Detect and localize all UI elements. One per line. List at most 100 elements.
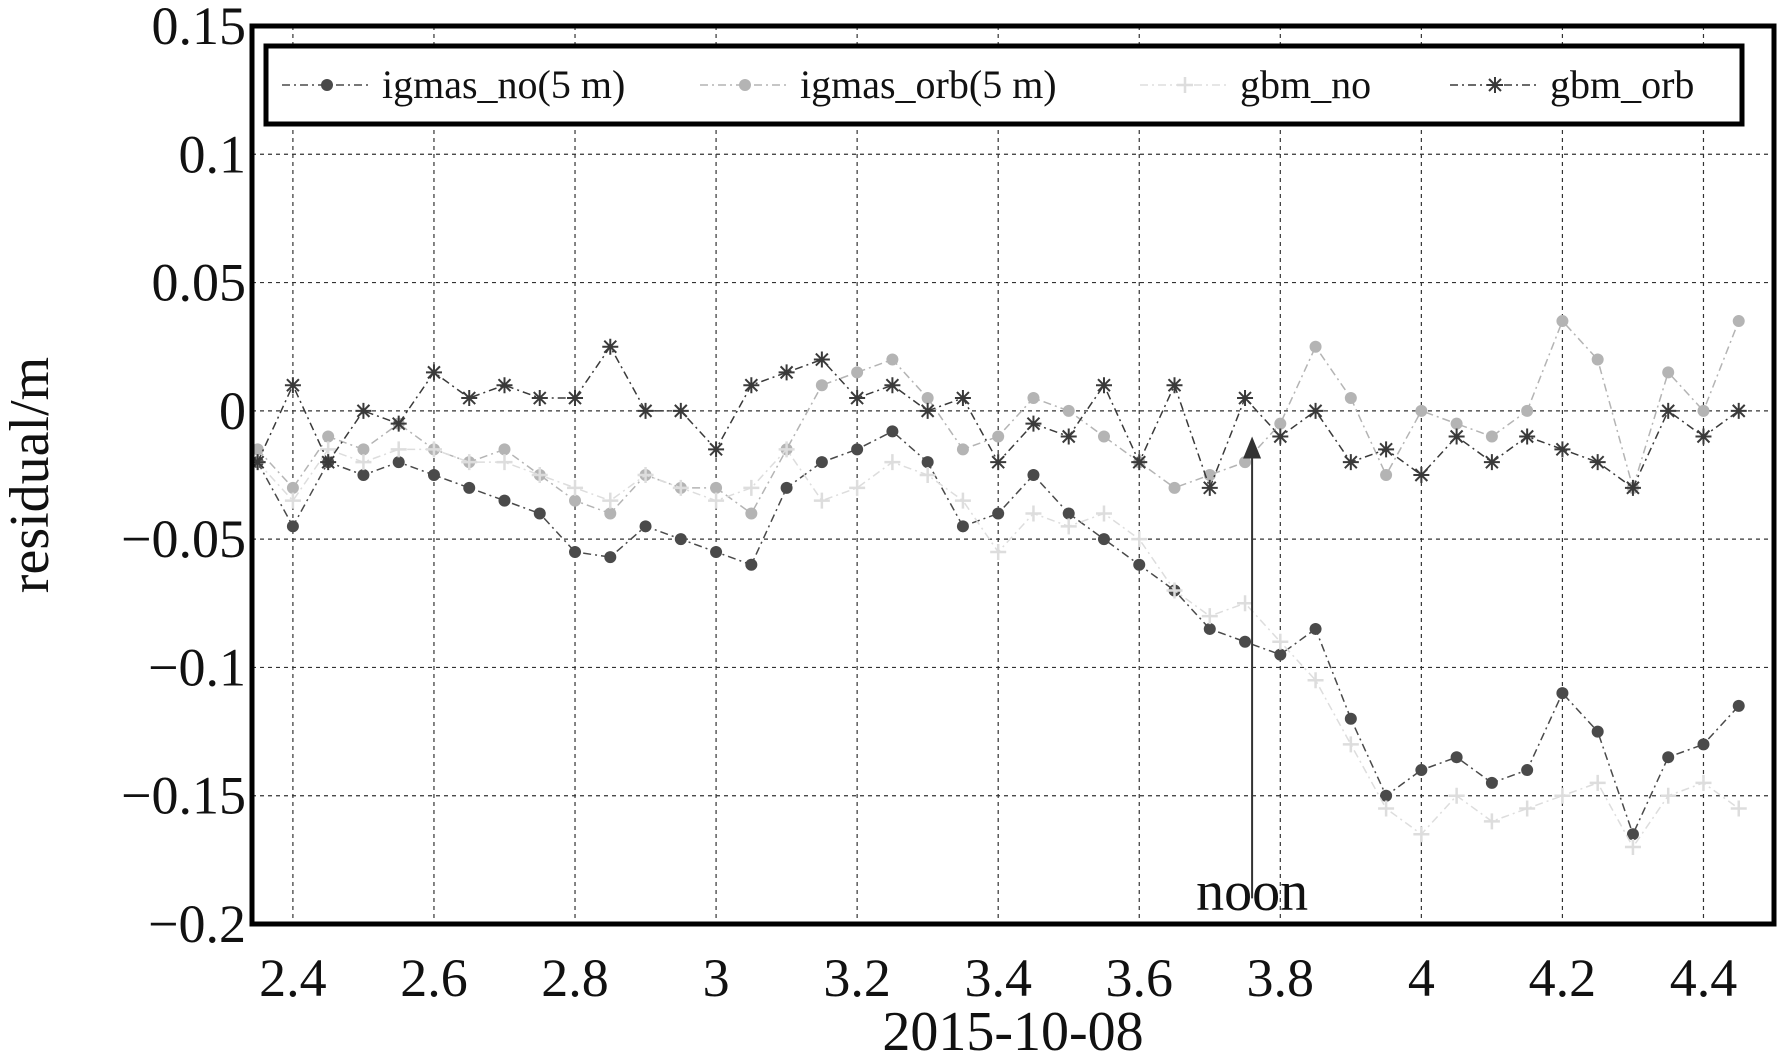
data-point (1309, 622, 1322, 635)
data-point (1060, 428, 1077, 445)
data-point (498, 494, 511, 507)
data-point (1201, 608, 1218, 625)
tick-labels: 2.4 2.6 2.8 3 3.2 3.4 3.6 3.8 4 4.2 4.4 0.15 0.1 0.05… (121, 0, 1737, 1008)
data-point (567, 479, 584, 496)
data-point (1450, 751, 1463, 764)
legend-marker (321, 79, 333, 91)
data-point (780, 481, 793, 494)
data-point (1450, 417, 1463, 430)
data-point (1095, 505, 1112, 522)
data-point (639, 520, 652, 533)
data-point (461, 454, 478, 471)
data-point (602, 492, 619, 509)
legend-item: gbm_orb (1450, 62, 1694, 107)
data-point (637, 467, 654, 483)
data-point (992, 430, 1005, 443)
data-point (1095, 377, 1112, 394)
legend-label: gbm_no (1240, 62, 1371, 107)
data-point (1027, 469, 1040, 481)
data-point (1344, 712, 1357, 725)
data-point (710, 545, 723, 558)
data-point (322, 430, 335, 443)
data-point (1237, 595, 1254, 612)
y-tick-label: −0.1 (148, 637, 246, 697)
data-point (1378, 800, 1395, 817)
data-point (392, 456, 405, 469)
data-point (1556, 687, 1569, 700)
data-point (745, 558, 758, 571)
x-tick-label: 3 (703, 948, 730, 1008)
data-point (919, 402, 936, 419)
data-point (1697, 404, 1710, 417)
data-point (1415, 404, 1428, 417)
series-gbm_no (249, 441, 1747, 856)
data-point (1556, 315, 1569, 328)
data-point (1695, 428, 1712, 445)
data-point (884, 377, 901, 394)
data-point (743, 479, 760, 496)
data-point (1201, 479, 1218, 496)
data-point (1662, 366, 1675, 379)
data-point (1062, 404, 1075, 417)
x-tick-label: 2.6 (400, 948, 468, 1008)
data-point (919, 467, 936, 483)
series-gbm_orb (249, 338, 1747, 496)
data-point (1413, 467, 1430, 483)
data-point (390, 441, 407, 458)
data-point (427, 469, 440, 481)
data-point (1732, 699, 1745, 712)
data-point (813, 351, 830, 368)
y-tick-label: −0.05 (121, 509, 246, 569)
series-igmas_nom (251, 425, 1745, 841)
data-point (1380, 789, 1393, 802)
data-point (284, 377, 301, 394)
legend-marker (1487, 77, 1503, 93)
data-point (284, 492, 301, 509)
data-point (1519, 800, 1536, 817)
data-point (569, 494, 582, 507)
data-point (1485, 776, 1498, 789)
data-point (710, 481, 723, 494)
data-point (813, 492, 830, 509)
data-point (849, 479, 866, 496)
data-point (357, 443, 370, 456)
legend-label: igmas_no(5 m) (382, 62, 625, 107)
legend-item: gbm_no (1140, 62, 1371, 107)
data-point (674, 533, 687, 546)
data-point (1027, 392, 1040, 405)
data-point (249, 454, 266, 471)
data-point (990, 543, 1007, 560)
data-point (1274, 648, 1287, 661)
data-point (1203, 622, 1216, 635)
data-point (531, 467, 548, 483)
legend-label: igmas_orb(5 m) (800, 62, 1057, 107)
annotation-layer: noon (1196, 436, 1308, 923)
x-axis-label: 2015-10-08 (882, 1001, 1143, 1062)
data-point (1697, 738, 1710, 751)
data-point (602, 338, 619, 355)
data-point (745, 507, 758, 520)
data-point (637, 402, 654, 419)
data-point (1730, 402, 1747, 419)
data-point (1131, 454, 1148, 471)
x-tick-label: 3.6 (1105, 948, 1173, 1008)
data-point (251, 443, 264, 456)
data-point (815, 379, 828, 392)
data-point (990, 454, 1007, 471)
data-point (1097, 430, 1110, 443)
data-point (884, 454, 901, 471)
data-point (1131, 531, 1148, 548)
data-point (496, 377, 513, 394)
data-point (1483, 454, 1500, 471)
data-point (1203, 469, 1216, 481)
y-tick-label: −0.2 (148, 894, 246, 954)
data-point (992, 507, 1005, 520)
x-tick-label: 4 (1408, 948, 1435, 1008)
legend-label: gbm_orb (1550, 62, 1694, 107)
data-point (778, 364, 795, 381)
data-point (1624, 479, 1641, 496)
data-point (1626, 828, 1639, 841)
data-point (1413, 826, 1430, 843)
data-point (425, 364, 442, 381)
data-point (498, 443, 511, 456)
